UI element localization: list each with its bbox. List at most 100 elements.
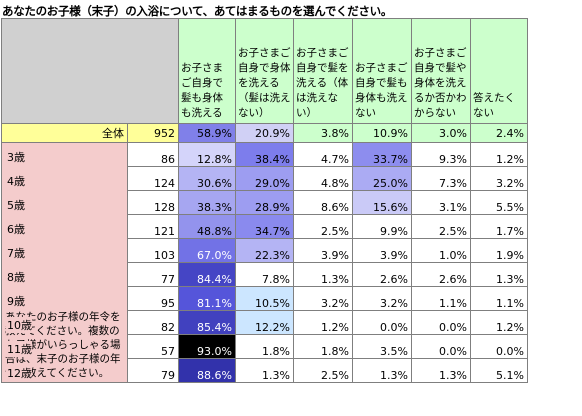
cell-value: 9.3% bbox=[411, 142, 471, 167]
corner-cell bbox=[1, 18, 179, 124]
cell-value: 3.5% bbox=[352, 334, 412, 359]
row-n: 4歳 124 bbox=[6, 166, 179, 191]
cell-value: 0.0% bbox=[411, 334, 471, 359]
row-label: 8歳 bbox=[6, 269, 25, 285]
cell-value: 1.1% bbox=[470, 286, 528, 311]
cell-value: 5.1% bbox=[470, 358, 528, 383]
cell-value: 4.8% bbox=[293, 166, 353, 191]
row-label: 10歳 bbox=[6, 317, 32, 333]
total-n: 952 bbox=[127, 123, 179, 143]
cell-value: 7.8% bbox=[235, 262, 294, 287]
cell-value: 30.6% bbox=[178, 166, 236, 191]
column-header-1: お子さまご自身で髪も身体も洗える bbox=[178, 18, 236, 124]
row-label: 11歳 bbox=[6, 341, 32, 357]
cell-value: 0.0% bbox=[470, 334, 528, 359]
table-row: 12歳 79 88.6% 1.3% 2.5% 1.3% 1.3% 5.1% bbox=[2, 358, 582, 383]
table-row: 6歳 121 48.8% 34.7% 2.5% 9.9% 2.5% 1.7% bbox=[2, 214, 582, 239]
cell-value: 3.2% bbox=[470, 166, 528, 191]
page-title: あなたのお子様（末子）の入浴について、あてはまるものを選んでください。 bbox=[2, 4, 393, 18]
row-n-value: 95 bbox=[161, 297, 175, 310]
row-label: 5歳 bbox=[6, 197, 25, 213]
cell-value: 1.8% bbox=[293, 334, 353, 359]
cell-value: 88.6% bbox=[178, 358, 236, 383]
cell-value: 48.8% bbox=[178, 214, 236, 239]
row-n: 5歳 128 bbox=[6, 190, 179, 215]
table-body: お子さまご自身で髪も身体も洗える お子さまご自身で身体を洗える（髪は洗えない） お子… bbox=[1, 18, 582, 383]
row-label: 9歳 bbox=[6, 293, 25, 309]
cell-value: 29.0% bbox=[235, 166, 294, 191]
table-row: 10歳 82 85.4% 12.2% 1.2% 0.0% 0.0% 1.2% bbox=[2, 310, 582, 335]
cell-value: 3.2% bbox=[293, 286, 353, 311]
cell-value: 7.3% bbox=[411, 166, 471, 191]
total-value-1: 58.9% bbox=[178, 123, 236, 143]
table-row: 8歳 77 84.4% 7.8% 1.3% 2.6% 2.6% 1.3% bbox=[2, 262, 582, 287]
row-n-value: 86 bbox=[161, 153, 175, 166]
cell-value: 85.4% bbox=[178, 310, 236, 335]
cell-value: 1.1% bbox=[411, 286, 471, 311]
row-n-value: 57 bbox=[161, 345, 175, 358]
cell-value: 93.0% bbox=[178, 334, 236, 359]
row-n-value: 82 bbox=[161, 321, 175, 334]
column-header-2: お子さまご自身で身体を洗える（髪は洗えない） bbox=[235, 18, 294, 124]
row-n: 11歳 57 bbox=[6, 334, 179, 359]
row-n: 8歳 77 bbox=[6, 262, 179, 287]
cell-value: 10.5% bbox=[235, 286, 294, 311]
cell-value: 1.3% bbox=[470, 262, 528, 287]
row-label: 3歳 bbox=[6, 149, 25, 165]
cell-value: 1.8% bbox=[235, 334, 294, 359]
row-n: 9歳 95 bbox=[6, 286, 179, 311]
cell-value: 1.3% bbox=[293, 262, 353, 287]
cell-value: 12.2% bbox=[235, 310, 294, 335]
cell-value: 1.3% bbox=[352, 358, 412, 383]
cell-value: 33.7% bbox=[352, 142, 412, 167]
cell-value: 15.6% bbox=[352, 190, 412, 215]
row-n-value: 124 bbox=[154, 177, 175, 190]
cell-value: 38.4% bbox=[235, 142, 294, 167]
cell-value: 1.3% bbox=[411, 358, 471, 383]
cell-value: 3.9% bbox=[293, 238, 353, 263]
row-n-value: 121 bbox=[154, 225, 175, 238]
cell-value: 12.8% bbox=[178, 142, 236, 167]
cell-value: 9.9% bbox=[352, 214, 412, 239]
cell-value: 2.5% bbox=[293, 214, 353, 239]
row-n: 3歳 86 bbox=[6, 142, 179, 167]
row-label: 6歳 bbox=[6, 221, 25, 237]
cell-value: 3.9% bbox=[352, 238, 412, 263]
cell-value: 25.0% bbox=[352, 166, 412, 191]
cell-value: 1.2% bbox=[470, 310, 528, 335]
row-n: 12歳 79 bbox=[6, 358, 179, 383]
total-row: 全体 952 58.9% 20.9% 3.8% 10.9% 3.0% 2.4% bbox=[1, 123, 582, 143]
row-label: 7歳 bbox=[6, 245, 25, 261]
row-n-value: 103 bbox=[154, 249, 175, 262]
total-label: 全体 bbox=[1, 123, 128, 143]
total-value-6: 2.4% bbox=[470, 123, 528, 143]
row-n-value: 79 bbox=[161, 369, 175, 382]
cell-value: 3.2% bbox=[352, 286, 412, 311]
row-n: 6歳 121 bbox=[6, 214, 179, 239]
header-row: お子さまご自身で髪も身体も洗える お子さまご自身で身体を洗える（髪は洗えない） お子… bbox=[1, 18, 582, 124]
cell-value: 2.6% bbox=[352, 262, 412, 287]
column-header-5: お子さまご自身で髪や身体を洗えるか否かわからない bbox=[411, 18, 471, 124]
total-value-3: 3.8% bbox=[293, 123, 353, 143]
cell-value: 0.0% bbox=[411, 310, 471, 335]
total-value-4: 10.9% bbox=[352, 123, 412, 143]
table-row: 4歳 124 30.6% 29.0% 4.8% 25.0% 7.3% 3.2% bbox=[2, 166, 582, 191]
cell-value: 67.0% bbox=[178, 238, 236, 263]
total-value-2: 20.9% bbox=[235, 123, 294, 143]
cell-value: 84.4% bbox=[178, 262, 236, 287]
total-value-5: 3.0% bbox=[411, 123, 471, 143]
cell-value: 2.6% bbox=[411, 262, 471, 287]
cell-value: 28.9% bbox=[235, 190, 294, 215]
cell-value: 81.1% bbox=[178, 286, 236, 311]
cell-value: 22.3% bbox=[235, 238, 294, 263]
table-row: 11歳 57 93.0% 1.8% 1.8% 3.5% 0.0% 0.0% bbox=[2, 334, 582, 359]
cell-value: 1.0% bbox=[411, 238, 471, 263]
table-row: 5歳 128 38.3% 28.9% 8.6% 15.6% 3.1% 5.5% bbox=[2, 190, 582, 215]
cell-value: 4.7% bbox=[293, 142, 353, 167]
cell-value: 0.0% bbox=[352, 310, 412, 335]
table-row: あなたのお子様の年令を教えてください。複数のお子様がいらっしゃる場合は、末子のお… bbox=[1, 142, 582, 383]
row-n-value: 77 bbox=[161, 273, 175, 286]
table-row: 7歳 103 67.0% 22.3% 3.9% 3.9% 1.0% 1.9% bbox=[2, 238, 582, 263]
row-n: 10歳 82 bbox=[6, 310, 179, 335]
cell-value: 2.5% bbox=[411, 214, 471, 239]
